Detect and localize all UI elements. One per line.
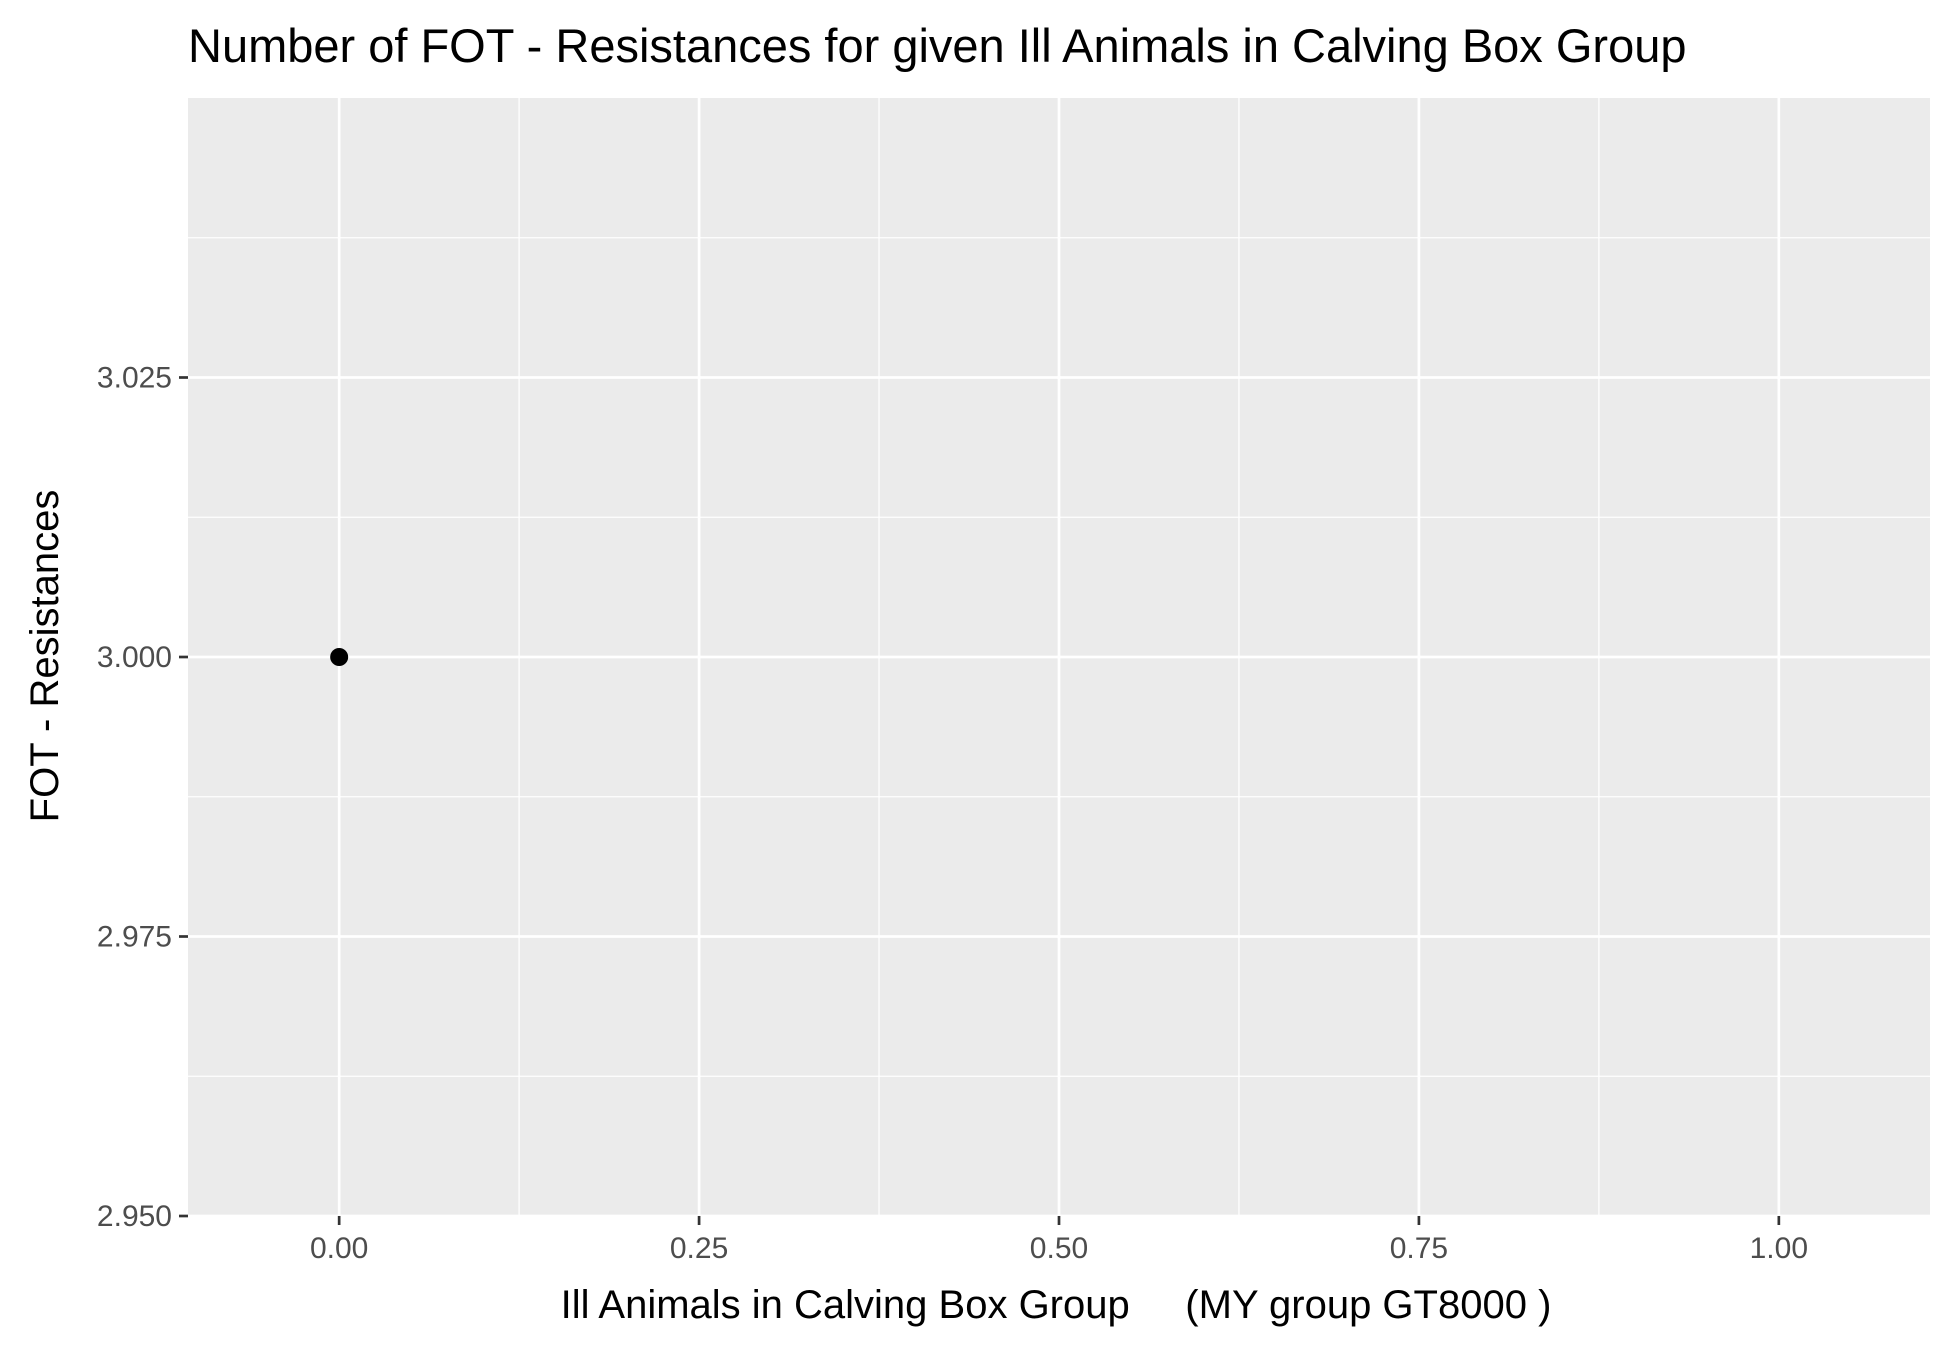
y-tick-label: 2.950 [97, 1200, 172, 1233]
data-points [330, 648, 349, 666]
x-tick-label: 0.00 [310, 1232, 368, 1265]
data-point [330, 648, 349, 666]
y-tick-label: 3.025 [97, 362, 172, 395]
x-axis-title: Ill Animals in Calving Box Group (MY gro… [561, 1283, 1552, 1327]
y-axis-title: FOT - Resistances [23, 490, 67, 823]
x-tick-label: 0.50 [1030, 1232, 1088, 1265]
x-axis-ticks: 0.00 0.25 0.50 0.75 1.00 [310, 1216, 1808, 1265]
y-axis-ticks: 2.950 2.975 3.000 3.025 [97, 362, 188, 1233]
x-tick-label: 0.25 [670, 1232, 728, 1265]
chart-title: Number of FOT - Resistances for given Il… [188, 19, 1687, 72]
y-tick-label: 3.000 [97, 641, 172, 674]
y-tick-label: 2.975 [97, 921, 172, 954]
x-tick-label: 1.00 [1750, 1232, 1808, 1265]
x-tick-label: 0.75 [1390, 1232, 1448, 1265]
